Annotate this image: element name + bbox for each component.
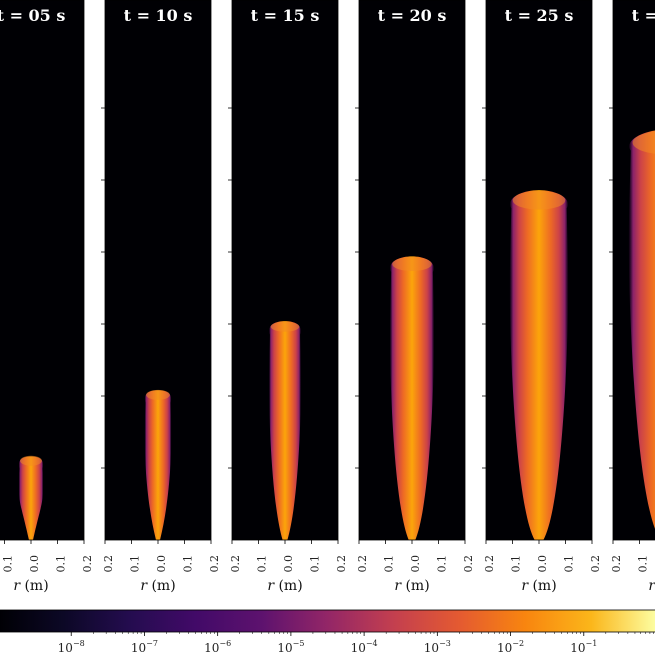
x-tick-label: 0.2 [229,555,242,573]
plume [268,321,302,540]
x-tick-label: 0.1 [182,555,195,573]
plume [628,130,655,529]
panel-3: 0.2 0.1 0.0 0.1 0.2 r (m) t = 15 s [228,0,348,594]
colorbar-tick-label: 10−8 [58,639,85,655]
x-tick-label: 0.2 [483,555,496,573]
panel-title: t = 15 s [251,6,320,25]
x-tick-label: 0.0 [282,555,295,573]
nozzle-glow [649,520,655,540]
x-tick-label: 0.1 [563,555,576,573]
x-tick-label: 0.2 [208,555,221,573]
panel-1: 0.20.10.00.10.2r (m)t = 05 s [0,0,94,594]
colorbar-tick-label: 10−2 [497,639,524,655]
colorbar: 10−8 10−7 10−6 10−5 10−4 10−3 10−2 10−1 [0,609,655,655]
colorbar-tick-label: 10−1 [570,639,597,655]
nozzle-glow [277,514,293,540]
x-axis-label: r (m) [267,578,302,594]
plume [18,456,44,540]
x-tick-label: 0.1 [510,555,523,573]
colorbar-gradient [0,609,655,633]
panel-title: t = 05 s [0,6,65,25]
x-tick-label: 0.2 [356,555,369,573]
panel-title: t = 25 s [505,6,574,25]
plume-head [20,455,42,466]
plume-head [392,256,432,272]
colorbar-tick-label: 10−6 [204,639,231,655]
panels-group: 0.2 0.1 0.0 0.1 0.2 r (m) t = 05 s 0.2 0.1 0.0 0.1… [0,0,655,594]
plume-head [270,321,300,332]
nozzle-glow [402,514,422,540]
x-tick-label: 0.2 [610,555,623,573]
x-tick-label: 0.2 [589,555,602,573]
panel-4: 0.2 0.1 0.0 0.1 0.2 r (m) t = 20 s [355,0,475,594]
panel-2: 0.2 0.1 0.0 0.1 0.2 r (m) t = 10 s [101,0,221,594]
plume-head [146,389,170,400]
x-tick-label: 0.0 [155,555,168,573]
x-tick-label: 0.0 [28,555,41,573]
nozzle-glow [25,514,37,540]
x-axis-label: r (m) [648,578,655,594]
panel-5: 0.2 0.1 0.0 0.1 0.2 r (m) t = 25 s [482,0,602,594]
x-tick-label: 0.2 [335,555,348,573]
panel-title: t = 20 s [378,6,447,25]
x-tick-label: 0.1 [637,555,650,573]
panel-background [0,0,84,540]
plume-head [632,131,655,154]
colorbar-ticks: 10−8 10−7 10−6 10−5 10−4 10−3 10−2 10−1 [58,632,654,655]
x-tick-label: 0.0 [409,555,422,573]
plume [144,390,172,540]
x-tick-label: 0.1 [2,555,15,573]
x-tick-label: 0.1 [383,555,396,573]
x-tick-label: 0.1 [256,555,269,573]
plume [509,190,569,540]
panel-frame [612,0,655,541]
x-axis-label: r (m) [13,578,48,594]
panel-6: 0.20.10.00.10.2r (m)t = 30 s [609,0,655,594]
x-axis-label: r (m) [140,578,175,594]
x-tick-label: 0.2 [102,555,115,573]
panel-title: t = 30 s [632,6,655,25]
colorbar-tick-label: 10−7 [131,639,158,655]
x-tick-label: 0.1 [436,555,449,573]
colorbar-tick-label: 10−5 [277,639,304,655]
x-tick-label: 0.1 [129,555,142,573]
plume-head [512,190,566,210]
x-tick-label: 0.2 [81,555,94,573]
x-tick-label: 0.1 [55,555,68,573]
x-tick-label: 0.1 [309,555,322,573]
panel-title: t = 10 s [124,6,193,25]
x-axis-label: r (m) [394,578,429,594]
colorbar-tick-label: 10−3 [424,639,451,655]
x-tick-label: 0.0 [536,555,549,573]
nozzle-glow [525,514,553,540]
x-axis-label: r (m) [521,578,556,594]
nozzle-glow [152,514,164,540]
x-tick-label: 0.2 [462,555,475,573]
colorbar-tick-label: 10−4 [351,639,378,655]
plume [389,256,435,540]
